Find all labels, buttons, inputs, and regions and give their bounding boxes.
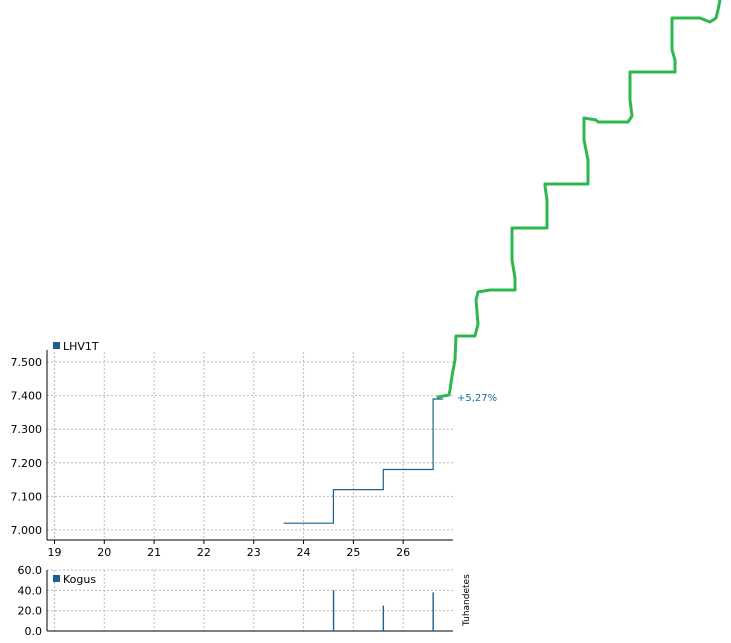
hand-drawn-overlay (436, 0, 722, 399)
price-line (283, 398, 443, 524)
volume-axes (46, 570, 453, 632)
price-legend: LHV1T (53, 340, 99, 353)
volume-y-tick-label: 20.0 (18, 605, 43, 618)
volume-legend: Kogus (53, 573, 96, 586)
volume-bar (432, 592, 434, 631)
change-annotation: +5,27% (457, 393, 497, 404)
price-y-tick-label: 7.400 (11, 390, 43, 403)
price-x-tick-label: 25 (346, 546, 360, 559)
volume-y-tick-label: 60.0 (18, 564, 43, 577)
volume-y-tick-label: 40.0 (18, 584, 43, 597)
price-x-tick-label: 23 (247, 546, 261, 559)
price-x-tick-label: 19 (47, 546, 61, 559)
volume-y-axis-label: Tuhandetes (462, 574, 472, 627)
volume-bar (332, 590, 335, 631)
volume-legend-swatch (53, 575, 60, 582)
price-x-tick-label: 22 (197, 546, 211, 559)
price-y-tick-label: 7.300 (11, 423, 43, 436)
volume-bar (382, 605, 385, 631)
price-x-tick-label: 21 (147, 546, 161, 559)
price-legend-swatch (53, 342, 60, 349)
volume-legend-label: Kogus (63, 573, 96, 586)
price-axes (46, 350, 453, 541)
price-y-tick-label: 7.100 (11, 490, 43, 503)
price-y-ticks: 7.500 7.400 7.300 7.200 7.100 7.000 (11, 356, 43, 537)
price-x-tick-label: 24 (297, 546, 311, 559)
price-y-tick-label: 7.000 (11, 524, 43, 537)
volume-y-tick-label: 0.0 (25, 625, 43, 638)
price-y-tick-label: 7.200 (11, 457, 43, 470)
price-x-ticks: 19 20 21 22 23 24 25 26 (47, 540, 410, 559)
volume-y-ticks: 60.0 40.0 20.0 0.0 (18, 564, 43, 638)
price-y-tick-label: 7.500 (11, 356, 43, 369)
volume-bars (332, 590, 434, 631)
price-x-tick-label: 20 (97, 546, 111, 559)
price-grid (47, 352, 453, 540)
volume-grid (47, 569, 453, 632)
price-x-tick-label: 26 (396, 546, 410, 559)
price-legend-label: LHV1T (63, 340, 99, 353)
